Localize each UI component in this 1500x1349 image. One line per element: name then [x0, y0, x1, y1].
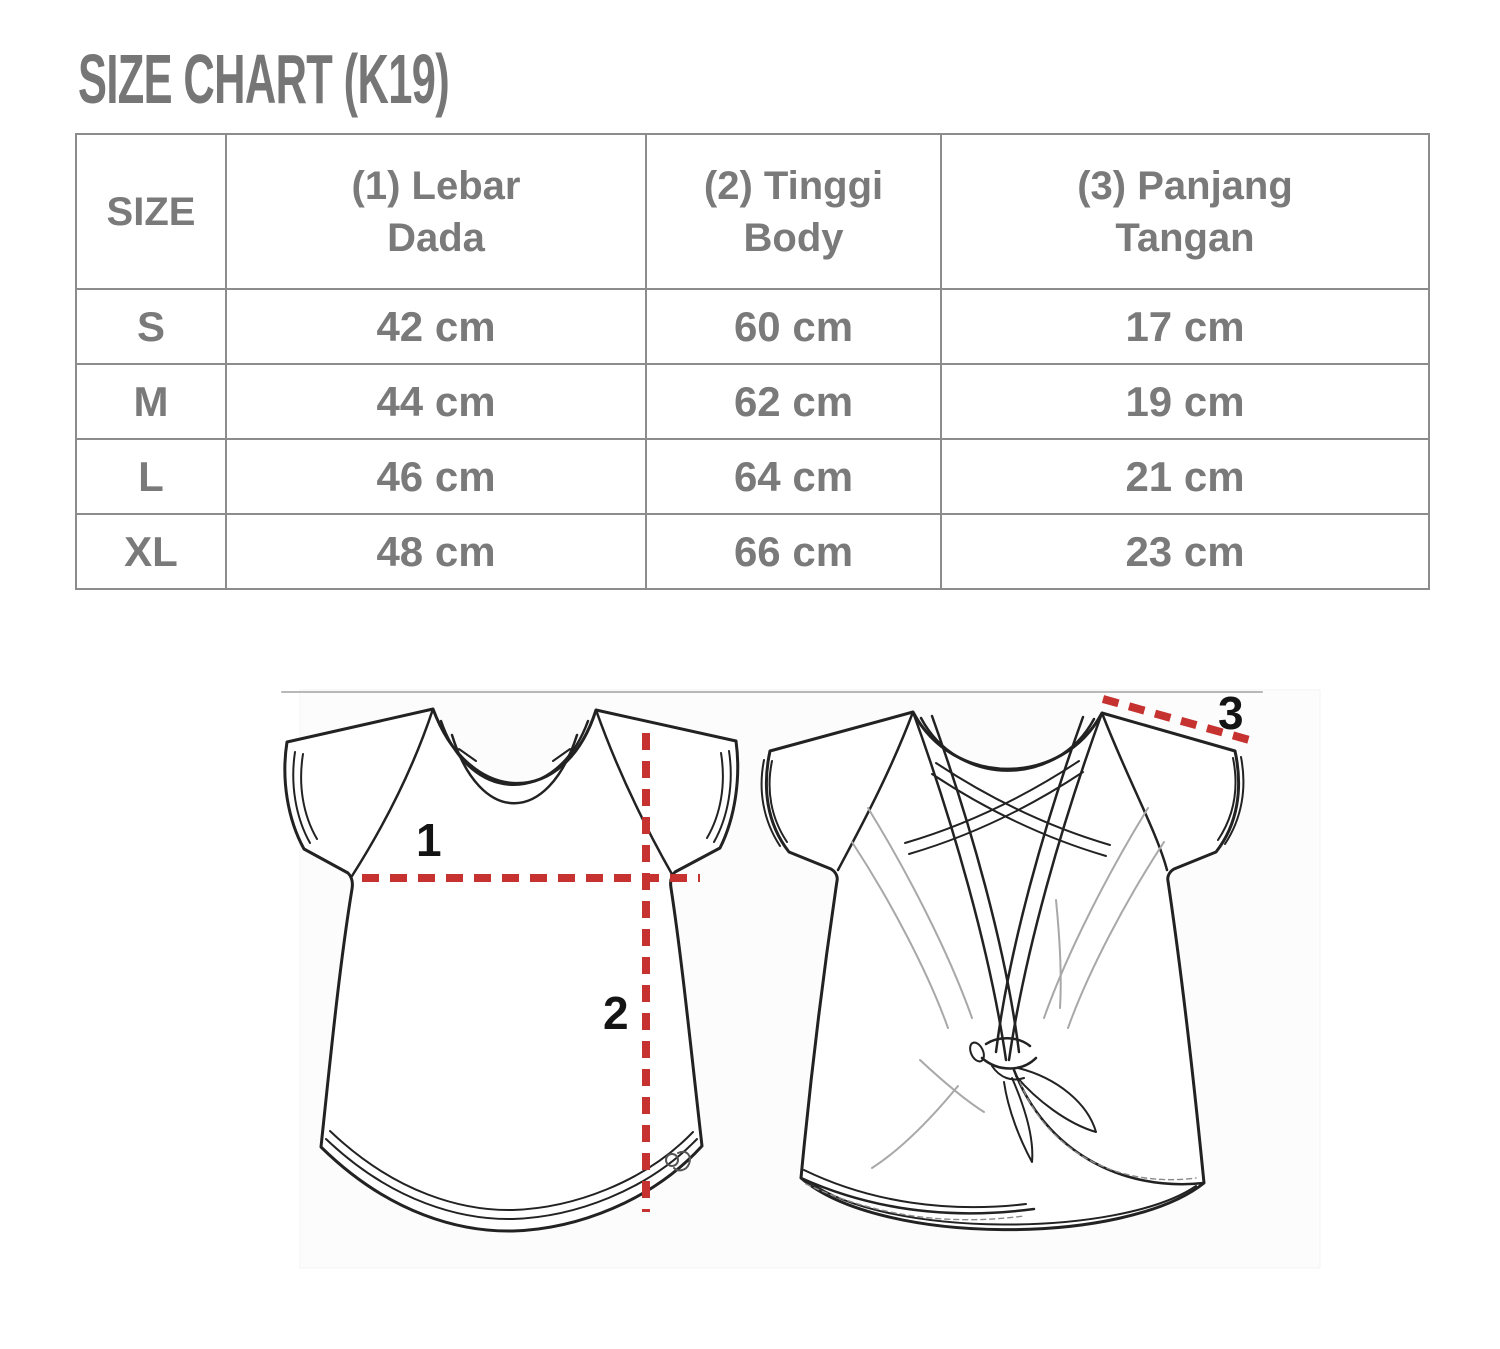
- table-row-s: S 42 cm 60 cm 17 cm: [75, 288, 1430, 365]
- tinggi-body-cell: 60 cm: [645, 288, 942, 365]
- panjang-tangan-cell: 23 cm: [940, 513, 1430, 590]
- size-table: SIZE (1) Lebar Dada (2) Tinggi Body (3) …: [75, 133, 1430, 590]
- fabric-fold-lines: [851, 807, 1165, 1169]
- tinggi-body-cell: 66 cm: [645, 513, 942, 590]
- tinggi-body-cell: 64 cm: [645, 438, 942, 515]
- size-table-header-row: SIZE (1) Lebar Dada (2) Tinggi Body (3) …: [75, 133, 1430, 290]
- lebar-dada-cell: 46 cm: [225, 438, 647, 515]
- header-tinggi-body: (2) Tinggi Body: [645, 133, 942, 290]
- lebar-dada-cell: 44 cm: [225, 363, 647, 440]
- page-title: SIZE CHART (K19): [78, 40, 450, 118]
- header-panjang-tangan: (3) Panjang Tangan: [940, 133, 1430, 290]
- lebar-dada-cell: 42 cm: [225, 288, 647, 365]
- table-row-xl: XL 48 cm 66 cm 23 cm: [75, 513, 1430, 590]
- measurement-label-1: 1: [416, 814, 442, 866]
- measurement-label-3: 3: [1218, 687, 1244, 739]
- size-cell: M: [75, 363, 227, 440]
- header-size: SIZE: [75, 133, 227, 290]
- spiral-brand-mark: [665, 1150, 691, 1172]
- size-cell: XL: [75, 513, 227, 590]
- table-row-m: M 44 cm 62 cm 19 cm: [75, 363, 1430, 440]
- table-row-l: L 46 cm 64 cm 21 cm: [75, 438, 1430, 515]
- tinggi-body-cell: 62 cm: [645, 363, 942, 440]
- header-lebar-dada: (1) Lebar Dada: [225, 133, 647, 290]
- panjang-tangan-cell: 19 cm: [940, 363, 1430, 440]
- panjang-tangan-cell: 17 cm: [940, 288, 1430, 365]
- measurement-label-2: 2: [603, 987, 629, 1039]
- back-view-sketch: [760, 710, 1245, 1232]
- lebar-dada-cell: 48 cm: [225, 513, 647, 590]
- panjang-tangan-cell: 21 cm: [940, 438, 1430, 515]
- front-view-sketch: [283, 707, 740, 1233]
- size-cell: L: [75, 438, 227, 515]
- size-cell: S: [75, 288, 227, 365]
